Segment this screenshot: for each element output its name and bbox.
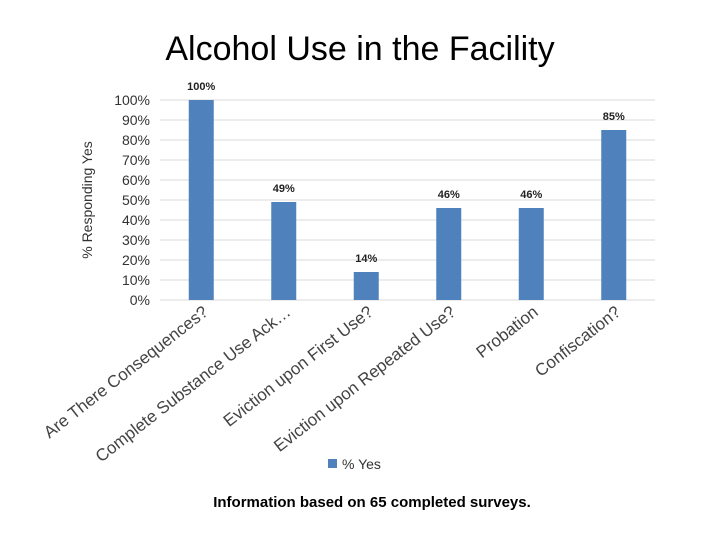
legend: % Yes (328, 456, 381, 472)
y-tick-label: 20% (122, 252, 150, 268)
data-label: 14% (355, 253, 377, 265)
gridlines (160, 99, 655, 301)
data-label: 46% (520, 189, 542, 201)
category-label: Are There Consequences? (40, 302, 212, 442)
y-tick-label: 10% (122, 272, 150, 288)
y-tick-label: 70% (122, 152, 150, 168)
category-label: Confiscation? (531, 302, 624, 380)
y-tick-label: 0% (130, 292, 150, 308)
legend-swatch (328, 459, 337, 468)
y-tick-label: 50% (122, 192, 150, 208)
category-labels: Are There Consequences?Complete Substanc… (40, 302, 624, 466)
bar (353, 272, 379, 300)
chart-title: Alcohol Use in the Facility (165, 30, 554, 68)
bars (188, 100, 627, 300)
y-axis-ticks: 0% 10% 20% 30% 40% 50% 60% 70% 80% 90% 100% (114, 92, 150, 308)
y-tick-label: 40% (122, 212, 150, 228)
y-tick-label: 100% (114, 92, 150, 108)
category-label: Probation (473, 302, 542, 362)
category-label: Eviction upon First Use? (220, 302, 377, 430)
bar (601, 130, 627, 300)
bar (518, 208, 544, 300)
y-tick-label: 60% (122, 172, 150, 188)
data-labels: 100% 49% 14% 46% 46% 85% (187, 81, 625, 265)
y-tick-label: 30% (122, 232, 150, 248)
y-axis-label: % Responding Yes (79, 141, 95, 259)
bar (436, 208, 462, 300)
data-label: 85% (603, 111, 625, 123)
bar (188, 100, 214, 300)
data-label: 100% (187, 81, 215, 93)
y-tick-label: 90% (122, 112, 150, 128)
data-label: 49% (273, 183, 295, 195)
legend-label: % Yes (342, 456, 381, 472)
y-tick-label: 80% (122, 132, 150, 148)
bar (271, 202, 297, 300)
data-label: 46% (438, 189, 460, 201)
footnote: Information based on 65 completed survey… (213, 494, 531, 511)
